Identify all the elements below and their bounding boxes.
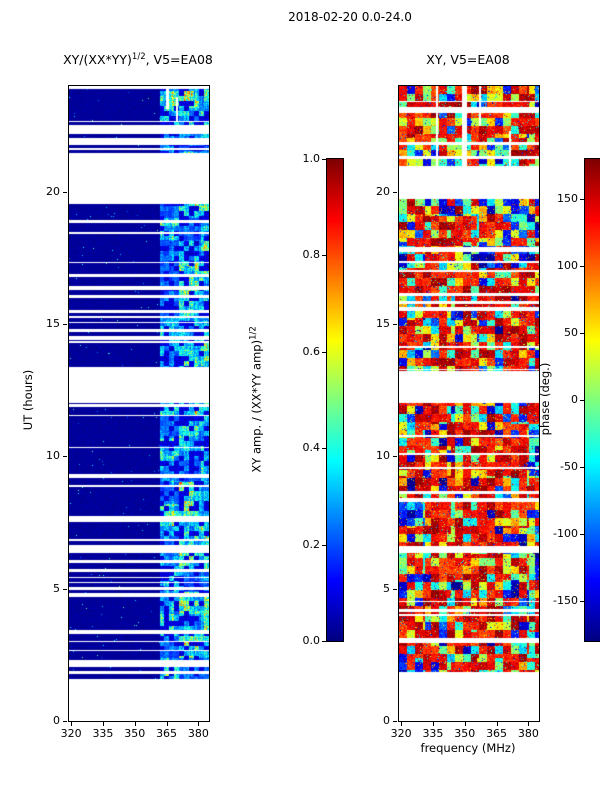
left-panel-title: XY/(XX*YY)1/2, V5=EA08 [18,52,258,67]
y-tick-mark [393,456,397,458]
colorbar-tick-label: 150 [557,192,578,206]
x-tick-mark [401,722,403,726]
x-axis-label: frequency (MHz) [420,741,516,755]
x-tick-label: 365 [486,727,508,740]
y-tick-label: 20 [376,184,390,198]
colorbar-tick-label: 0.2 [302,537,321,551]
left-title-superscript: 1/2 [131,52,146,62]
colorbar-tick-label: 0.4 [302,441,321,455]
y-tick-label: 5 [53,581,60,595]
right-panel-title: XY, V5=EA08 [426,52,510,67]
colorbar-tick-mark [580,333,584,335]
x-tick-mark [102,722,104,726]
colorbar-tick-label: -50 [560,459,578,473]
right-heatmap-panel [398,85,540,722]
x-tick-label: 350 [124,727,146,740]
x-tick-mark [464,722,466,726]
x-tick-mark [432,722,434,726]
y-tick-mark [63,721,67,722]
colorbar-tick-mark [580,199,584,201]
colorbar-tick-label: 1.0 [302,152,321,165]
colorbar-tick-mark [322,351,326,353]
colorbar-tick-label: 0.6 [302,344,321,358]
x-tick-mark [528,722,530,726]
colorbar-tick-mark [322,159,326,160]
colorbar-tick-label: 0.0 [302,634,321,647]
x-tick-mark [166,722,168,726]
x-tick-mark [496,722,498,726]
colorbar-tick-mark [580,600,584,602]
colorbar-tick-mark [322,641,326,642]
x-tick-label: 350 [454,727,476,740]
right-colorbar-canvas [585,159,600,641]
colorbar-tick-mark [580,266,584,268]
colorbar-tick-label: 100 [557,259,578,273]
y-tick-mark [393,324,397,326]
colorbar-tick-label: -100 [553,526,578,540]
x-tick-label: 320 [390,727,412,740]
x-tick-label: 335 [92,727,114,740]
colorbar-tick-mark [580,533,584,535]
x-tick-mark [71,722,73,726]
left-colorbar-label: XY amp. / (XX*YY amp)1/2 [249,269,264,529]
colorbar-tick-mark [322,448,326,450]
colorbar-tick-label: -150 [553,593,578,607]
colorbar-tick-mark [322,544,326,546]
x-tick-label: 380 [517,727,539,740]
y-tick-label: 15 [376,317,390,331]
x-tick-label: 335 [422,727,444,740]
left-colorbar-label-superscript: 1/2 [248,326,259,340]
y-tick-label: 0 [53,714,60,727]
y-tick-label: 20 [46,184,60,198]
left-heatmap-canvas [69,86,209,721]
figure-title: 2018-02-20 0.0-24.0 [288,10,412,24]
y-tick-label: 10 [376,449,390,463]
left-colorbar-canvas [327,159,343,641]
right-colorbar [584,158,600,642]
colorbar-tick-mark [580,400,584,401]
y-tick-label: 0 [383,714,390,727]
left-colorbar-label-base: XY amp. / (XX*YY amp) [249,339,264,473]
y-tick-label: 10 [46,449,60,463]
colorbar-tick-label: 0.8 [302,248,321,262]
left-heatmap-panel [68,85,210,722]
right-heatmap-canvas [399,86,539,721]
left-title-rest: , V5=EA08 [145,52,213,68]
y-tick-mark [63,588,67,590]
x-tick-mark [198,722,200,726]
x-tick-mark [134,722,136,726]
y-tick-mark [63,324,67,326]
y-tick-mark [393,191,397,193]
y-tick-mark [393,721,397,722]
y-tick-label: 15 [46,317,60,331]
x-tick-label: 320 [60,727,82,740]
y-tick-mark [393,588,397,590]
y-tick-mark [63,456,67,458]
colorbar-tick-mark [322,255,326,257]
colorbar-tick-mark [580,466,584,468]
colorbar-tick-label: 50 [564,326,578,340]
x-tick-label: 380 [187,727,209,740]
y-tick-mark [63,191,67,193]
x-tick-label: 365 [156,727,178,740]
left-colorbar [326,158,344,642]
left-title-base: XY/(XX*YY) [63,52,132,68]
y-tick-label: 5 [383,581,390,595]
colorbar-tick-label: 0 [571,393,578,406]
